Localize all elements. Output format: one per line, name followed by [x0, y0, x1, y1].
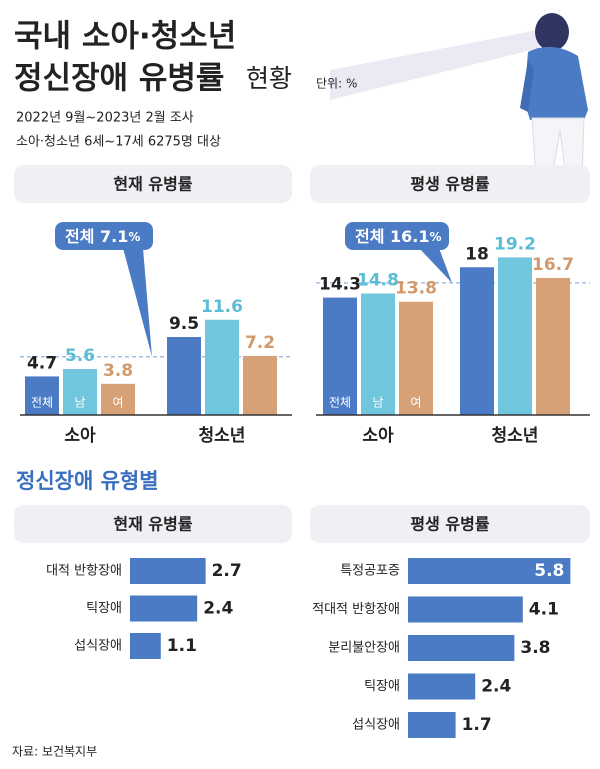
legend-label: 남	[74, 396, 85, 410]
callout-name: 전체	[355, 227, 384, 246]
section-title: 정신장애 유형별	[16, 469, 159, 493]
bar	[323, 297, 357, 415]
bar	[205, 319, 239, 415]
panel-title: 평생 유병률	[410, 515, 489, 534]
head	[535, 13, 569, 51]
value-label: 4.1	[529, 600, 559, 620]
legend-label: 전체	[329, 396, 351, 410]
arm	[520, 60, 534, 112]
bar	[167, 337, 201, 415]
value-label: 3.8	[520, 638, 550, 658]
torso	[524, 46, 588, 120]
category-label: 대적 반항장애	[46, 564, 122, 579]
category-label: 섭식장애	[352, 718, 400, 733]
value-label: 19.2	[494, 234, 536, 254]
value-label: 2.4	[203, 599, 233, 619]
value-label: 5.6	[65, 346, 95, 366]
callout-value: 7.1	[100, 227, 128, 246]
legend-label: 여	[410, 396, 421, 410]
callout-value: 16.1	[390, 227, 429, 246]
value-label: 1.1	[167, 636, 197, 656]
bar	[408, 596, 523, 623]
bar	[25, 376, 59, 415]
callout-box	[345, 222, 449, 250]
unit-note: 단위: %	[316, 77, 357, 91]
bar	[408, 558, 571, 584]
panel-header	[14, 165, 292, 203]
subtitle-line: 소아·청소년 6세~17세 6275명 대상	[16, 135, 221, 150]
bar	[63, 369, 97, 415]
category-label: 청소년	[492, 425, 539, 446]
value-label: 3.8	[103, 361, 133, 381]
title-suffix: 현황	[246, 64, 292, 93]
value-label: 2.7	[212, 561, 242, 581]
legend-label: 남	[372, 396, 383, 410]
category-label: 틱장애	[86, 601, 122, 616]
subtitle-line: 2022년 9월~2023년 2월 조사	[16, 111, 194, 126]
callout-box	[55, 222, 153, 250]
panel-title: 현재 유병률	[113, 175, 192, 194]
panel-header	[310, 505, 590, 543]
value-label: 11.6	[201, 297, 243, 317]
category-label: 소아	[64, 426, 96, 446]
title-line: 국내 소아·청소년	[14, 19, 236, 55]
callout-pointer	[419, 248, 452, 283]
bar	[361, 293, 395, 415]
callout-name: 전체	[65, 227, 94, 246]
bar	[101, 383, 135, 415]
value-label: 14.8	[357, 271, 399, 291]
category-label: 적대적 반항장애	[312, 602, 400, 617]
bar	[399, 301, 433, 415]
panel-title: 평생 유병률	[410, 175, 489, 194]
bar	[408, 673, 476, 700]
callout-text: 전체 16.1%	[355, 227, 442, 246]
value-label: 18	[465, 244, 489, 264]
category-label: 분리불안장애	[328, 641, 400, 656]
value-label: 4.7	[27, 353, 57, 373]
bar	[408, 712, 456, 738]
bar	[498, 257, 532, 415]
category-label: 틱장애	[364, 679, 400, 694]
category-label: 특정공포증	[340, 564, 400, 579]
bar	[408, 635, 515, 661]
bar	[460, 267, 494, 415]
panel-header	[310, 165, 590, 203]
value-label: 9.5	[169, 314, 199, 334]
category-label: 소아	[362, 426, 394, 446]
value-label: 14.3	[319, 275, 361, 295]
callout-unit: %	[430, 230, 442, 244]
legend-label: 전체	[31, 396, 53, 410]
panel-title: 현재 유병률	[113, 515, 192, 534]
bar	[536, 277, 570, 415]
category-label: 섭식장애	[74, 639, 122, 654]
source: 자료: 보건복지부	[12, 745, 97, 759]
bar	[130, 595, 198, 622]
light-beam	[330, 30, 540, 100]
value-label: 2.4	[481, 677, 511, 697]
value-label: 1.7	[462, 715, 492, 735]
callout-pointer	[123, 248, 152, 357]
value-label: 16.7	[532, 255, 574, 275]
value-label: 5.8	[534, 561, 564, 581]
callout-unit: %	[128, 230, 140, 244]
bar	[130, 633, 161, 659]
category-label: 청소년	[199, 425, 246, 446]
callout-text: 전체 7.1%	[65, 227, 140, 246]
bar	[243, 355, 277, 415]
panel-header	[14, 505, 292, 543]
illustration	[330, 13, 588, 186]
value-label: 7.2	[245, 333, 275, 353]
legend-label: 여	[112, 396, 123, 410]
bar	[130, 558, 206, 584]
value-label: 13.8	[395, 279, 437, 299]
title-line: 정신장애 유병률	[14, 61, 224, 97]
